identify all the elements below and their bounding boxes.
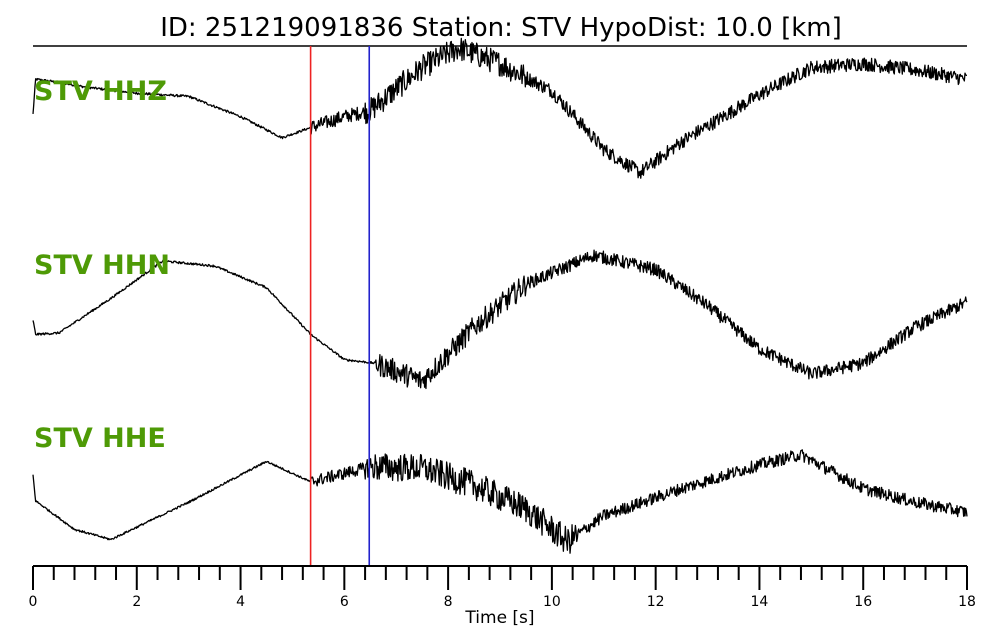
trace-group — [32, 37, 968, 554]
trace-stv-hhe — [32, 449, 968, 554]
trace-stv-hhz — [32, 37, 968, 179]
trace-label-stv-hhz: STV HHZ — [34, 76, 167, 107]
trace-stv-hhn — [32, 249, 968, 390]
x-tick-label: 6 — [340, 594, 349, 610]
chart-title: ID: 251219091836 Station: STV HypoDist: … — [160, 13, 842, 43]
pick-lines — [309, 46, 371, 566]
x-tick-label: 0 — [29, 594, 38, 610]
x-axis-ticks: 0 2 4 6 8 10 12 14 16 18 — [29, 566, 976, 610]
x-tick-label: 18 — [958, 594, 976, 610]
x-tick-label: 12 — [647, 594, 665, 610]
trace-label-stv-hhn: STV HHN — [34, 250, 170, 281]
x-tick-label: 4 — [236, 594, 245, 610]
x-axis-title: Time [s] — [464, 608, 534, 628]
trace-label-stv-hhe: STV HHE — [34, 423, 166, 454]
x-tick-label: 14 — [751, 594, 769, 610]
x-axis: 0 2 4 6 8 10 12 14 16 18 Time [s] — [29, 565, 976, 628]
x-tick-label: 10 — [543, 594, 561, 610]
trace-labels: STV HHZ STV HHN STV HHE — [34, 76, 170, 454]
x-tick-label: 2 — [132, 594, 141, 610]
x-tick-label: 16 — [854, 594, 872, 610]
x-tick-label: 8 — [444, 594, 453, 610]
